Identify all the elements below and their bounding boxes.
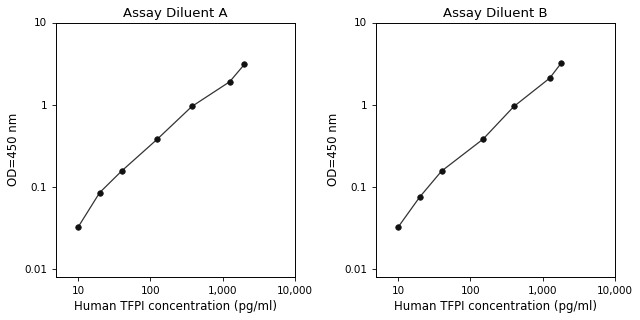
Y-axis label: OD=450 nm: OD=450 nm <box>7 113 20 186</box>
Title: Assay Diluent A: Assay Diluent A <box>124 7 228 20</box>
Y-axis label: OD=450 nm: OD=450 nm <box>327 113 340 186</box>
X-axis label: Human TFPI concentration (pg/ml): Human TFPI concentration (pg/ml) <box>74 300 277 313</box>
Title: Assay Diluent B: Assay Diluent B <box>444 7 548 20</box>
X-axis label: Human TFPI concentration (pg/ml): Human TFPI concentration (pg/ml) <box>394 300 597 313</box>
